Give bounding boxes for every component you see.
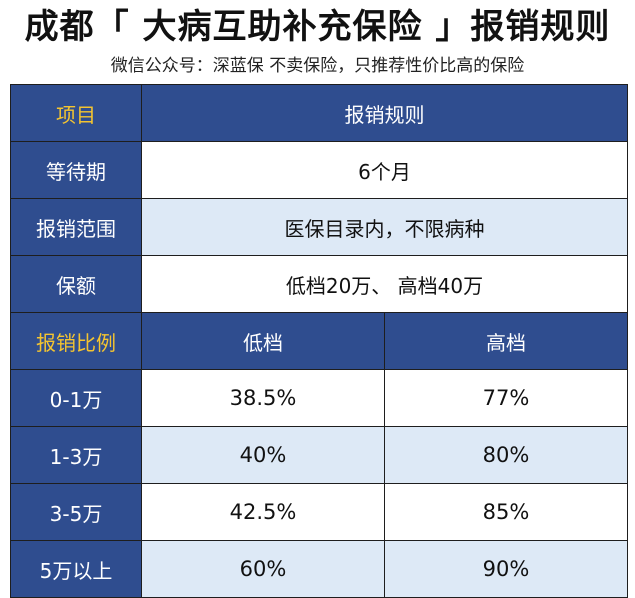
ratio-range-cell: 5万以上 bbox=[10, 540, 142, 598]
amount-label: 保额 bbox=[10, 255, 142, 313]
ratio-high-cell: 85% bbox=[384, 483, 628, 541]
ratio-low-cell: 42.5% bbox=[141, 483, 385, 541]
waiting-value: 6个月 bbox=[141, 141, 628, 199]
ratio-header-high: 高档 bbox=[384, 312, 628, 370]
ratio-range-cell: 3-5万 bbox=[10, 483, 142, 541]
ratio-header-label: 报销比例 bbox=[10, 312, 142, 370]
ratio-range-cell: 0-1万 bbox=[10, 369, 142, 427]
ratio-high-cell: 77% bbox=[384, 369, 628, 427]
page-title: 成都「 大病互助补充保险 」报销规则 bbox=[24, 7, 611, 47]
table-row-scope: 报销范围 医保目录内，不限病种 bbox=[10, 198, 628, 256]
ratio-low-cell: 38.5% bbox=[141, 369, 385, 427]
amount-value: 低档20万、 高档40万 bbox=[141, 255, 628, 313]
table-row: 1-3万 40% 80% bbox=[10, 426, 628, 484]
table-row-amount: 保额 低档20万、 高档40万 bbox=[10, 255, 628, 313]
page-subtitle: 微信公众号：深蓝保 不卖保险，只推荐性价比高的保险 bbox=[110, 56, 525, 76]
ratio-header-row: 报销比例 低档 高档 bbox=[10, 312, 628, 370]
scope-value: 医保目录内，不限病种 bbox=[141, 198, 628, 256]
table-row-waiting: 等待期 6个月 bbox=[10, 141, 628, 199]
ratio-high-cell: 80% bbox=[384, 426, 628, 484]
waiting-label: 等待期 bbox=[10, 141, 142, 199]
table-row: 5万以上 60% 90% bbox=[10, 540, 628, 598]
header-rule-cell: 报销规则 bbox=[141, 84, 628, 142]
table-header-row: 项目 报销规则 bbox=[10, 84, 628, 142]
scope-label: 报销范围 bbox=[10, 198, 142, 256]
table-row: 0-1万 38.5% 77% bbox=[10, 369, 628, 427]
table-row: 3-5万 42.5% 85% bbox=[10, 483, 628, 541]
ratio-header-low: 低档 bbox=[141, 312, 385, 370]
ratio-range-cell: 1-3万 bbox=[10, 426, 142, 484]
ratio-high-cell: 90% bbox=[384, 540, 628, 598]
ratio-low-cell: 40% bbox=[141, 426, 385, 484]
header-item-cell: 项目 bbox=[10, 84, 142, 142]
ratio-low-cell: 60% bbox=[141, 540, 385, 598]
reimbursement-table: 项目 报销规则 等待期 6个月 报销范围 医保目录内，不限病种 保额 低档20万… bbox=[10, 84, 628, 598]
